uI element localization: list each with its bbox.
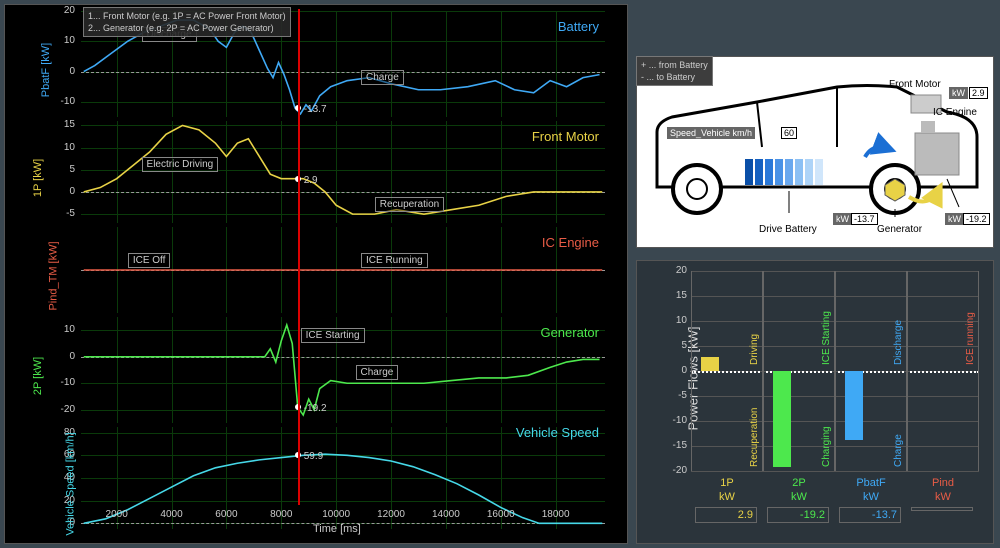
panel-frontmotor: -50510151P [kW]Front MotorElectric Drivi… xyxy=(81,121,605,223)
panel-icengine: Pind_TM [kW]IC EngineICE OffICE Running xyxy=(81,227,605,313)
legend-line: + ... from Battery xyxy=(641,59,708,71)
panel-generator: -20-100102P [kW]GeneratorICE StartingCha… xyxy=(81,317,605,423)
battery-icon xyxy=(745,159,823,185)
unit: kW xyxy=(833,213,852,225)
speed-readout: Speed_Vehicle km/h xyxy=(667,127,755,139)
legend-line: 1... Front Motor (e.g. 1P = AC Power Fro… xyxy=(88,10,286,22)
unit: kW xyxy=(945,213,964,225)
time-cursor[interactable] xyxy=(298,9,300,505)
speed-value: 60 xyxy=(781,127,797,139)
value: -19.2 xyxy=(963,213,990,225)
x-axis: 2000400060008000100001200014000160001800… xyxy=(81,509,605,539)
value: -13.7 xyxy=(851,213,878,225)
legend-line: - ... to Battery xyxy=(641,71,708,83)
legend-line: 2... Generator (e.g. 2P = AC Power Gener… xyxy=(88,22,286,34)
legend-top: 1... Front Motor (e.g. 1P = AC Power Fro… xyxy=(83,7,291,37)
power-bar-chart: -20-15-10-505101520Power Flows [kW]Drivi… xyxy=(636,260,994,544)
engine-icon xyxy=(915,133,959,175)
label: IC Engine xyxy=(933,107,977,118)
label: Generator xyxy=(877,224,922,235)
strip-chart: -1001020PbatF [kW]BatteryDischargeCharge… xyxy=(4,4,628,544)
legend-right: + ... from Battery - ... to Battery xyxy=(636,56,713,86)
unit: kW xyxy=(949,87,968,99)
value: 2.9 xyxy=(969,87,988,99)
label: Drive Battery xyxy=(759,224,817,235)
label: Front Motor xyxy=(889,79,941,90)
